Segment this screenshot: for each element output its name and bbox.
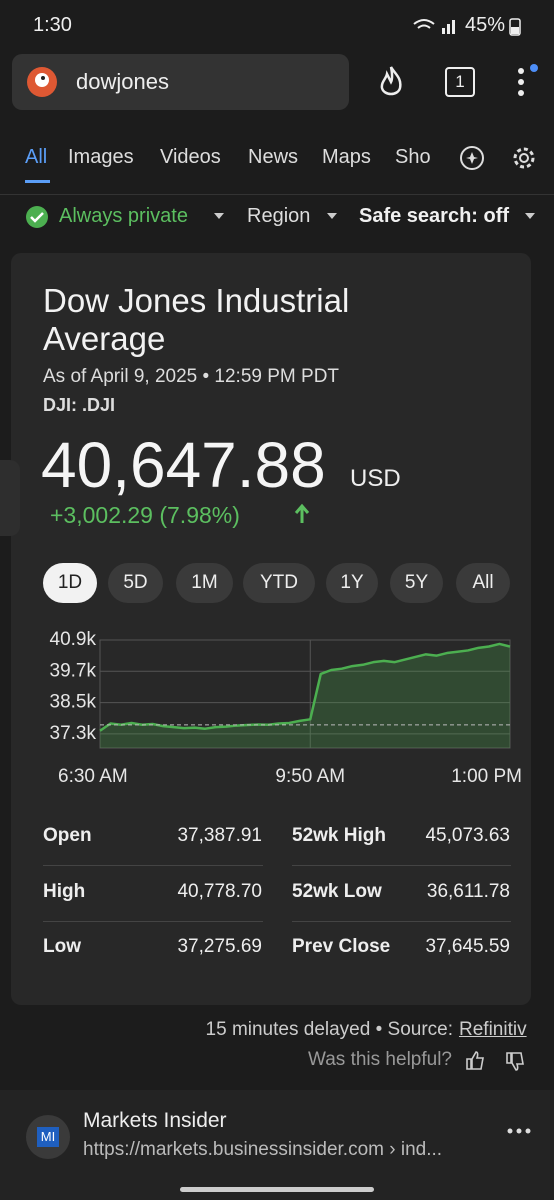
stat-divider [43, 921, 263, 922]
search-query: dowjones [76, 69, 169, 94]
stat-value: 45,073.63 [425, 825, 510, 846]
y-tick-label: 38.5k [50, 692, 97, 713]
x-tick-label: 1:00 PM [451, 766, 522, 787]
menu-button[interactable] [510, 62, 540, 100]
range-button[interactable]: All [456, 563, 510, 603]
area-fill [100, 643, 510, 748]
signal-icons [413, 19, 455, 34]
favicon-text: MI [37, 1127, 59, 1147]
change: +3,002.29 (7.98%) [50, 502, 240, 528]
search-bar[interactable]: dowjones [12, 54, 349, 110]
stat-value: 37,387.91 [177, 825, 262, 846]
helpful-prompt: Was this helpful? [308, 1049, 452, 1070]
result-panel [0, 1090, 554, 1200]
active-tab-indicator [25, 180, 50, 183]
as-of: As of April 9, 2025 • 12:59 PM PDT [43, 366, 340, 387]
range-button[interactable]: 1Y [326, 563, 378, 603]
currency: USD [350, 465, 401, 492]
stat-label: Open [43, 825, 92, 846]
duckduckgo-logo [27, 67, 57, 97]
home-indicator [180, 1187, 374, 1192]
y-tick-label: 39.7k [50, 660, 97, 681]
feedback-buttons[interactable] [464, 1049, 528, 1073]
dropdown-caret [214, 213, 224, 219]
up-arrow [294, 503, 310, 523]
card-title: Dow Jones Industrial Average [43, 282, 350, 357]
price-chart: 40.9k 39.7k 38.5k 37.3k 6:30 AM 9:50 AM 1:00 P… [50, 629, 522, 787]
y-tick-label: 40.9k [50, 629, 97, 650]
accessibility-tab[interactable] [0, 460, 20, 536]
dropdown-caret [327, 213, 337, 219]
dropdown-caret [525, 213, 535, 219]
stat-value: 36,611.78 [426, 881, 510, 902]
x-tick-label: 6:30 AM [58, 766, 128, 787]
stat-label: High [43, 881, 86, 902]
symbol: DJI: .DJI [43, 395, 116, 415]
range-button[interactable]: 1D [43, 563, 97, 603]
delay-note: 15 minutes delayed • Source: [205, 1019, 453, 1040]
stat-label: Low [43, 936, 81, 957]
battery-icon [509, 18, 521, 36]
assist-icon[interactable] [458, 144, 486, 172]
stat-label: Prev Close [292, 936, 391, 957]
stat-divider [43, 865, 263, 866]
stat-divider [292, 921, 511, 922]
price: 40,647.88 [41, 429, 326, 501]
divider [0, 194, 554, 195]
tab[interactable]: All [25, 146, 48, 168]
result-menu[interactable] [506, 1126, 534, 1136]
filter[interactable]: Region [247, 205, 311, 227]
tab[interactable]: Maps [322, 146, 371, 168]
result-favicon: MI [26, 1115, 70, 1159]
stat-value: 37,275.69 [177, 936, 262, 957]
range-button[interactable]: 5Y [390, 563, 443, 603]
fire-button[interactable] [375, 64, 407, 100]
stat-value: 40,778.70 [177, 881, 262, 902]
stat-value: 37,645.59 [425, 936, 510, 957]
range-button[interactable]: 1M [176, 563, 233, 603]
y-tick-label: 37.3k [50, 723, 97, 744]
source-link[interactable]: Refinitiv [459, 1019, 527, 1040]
tab[interactable]: News [248, 146, 299, 168]
private-check [26, 206, 48, 228]
tab-count[interactable]: 1 [445, 67, 475, 97]
filter[interactable]: Always private [59, 205, 188, 227]
filter[interactable]: Safe search: off [359, 205, 510, 227]
tab[interactable]: Images [68, 146, 134, 168]
stat-label: 52wk Low [292, 881, 382, 902]
range-button[interactable]: YTD [243, 563, 315, 603]
stat-divider [292, 865, 511, 866]
battery-level: 45% [465, 14, 506, 36]
settings-icon[interactable] [510, 144, 538, 172]
x-tick-label: 9:50 AM [275, 766, 345, 787]
price-line [99, 642, 511, 732]
status-time: 1:30 [33, 14, 72, 36]
tab[interactable]: Videos [160, 146, 221, 168]
result-title[interactable]: Markets Insider [83, 1109, 227, 1132]
range-button[interactable]: 5D [108, 563, 163, 603]
stat-label: 52wk High [292, 825, 386, 846]
stock-card [11, 253, 531, 1005]
result-url[interactable]: https://markets.businessinsider.com › in… [83, 1139, 443, 1160]
tab[interactable]: Sho [395, 146, 431, 168]
